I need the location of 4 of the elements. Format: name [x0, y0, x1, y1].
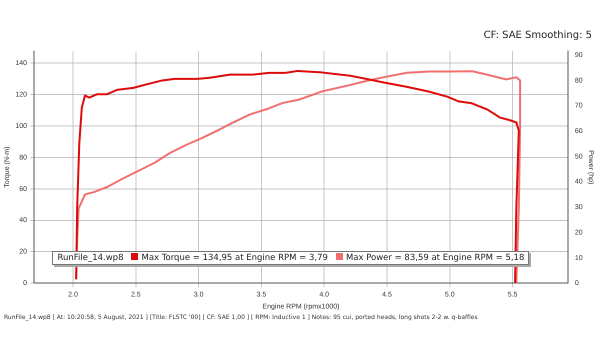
legend-label: Max Torque = 134,95 at Engine RPM = 3,79	[141, 253, 328, 264]
chart-title: CF: SAE Smoothing: 5	[484, 30, 592, 41]
legend-label: Max Power = 83,59 at Engine RPM = 5,18	[346, 253, 524, 264]
legend-title: RunFile_14.wp8	[57, 253, 124, 264]
